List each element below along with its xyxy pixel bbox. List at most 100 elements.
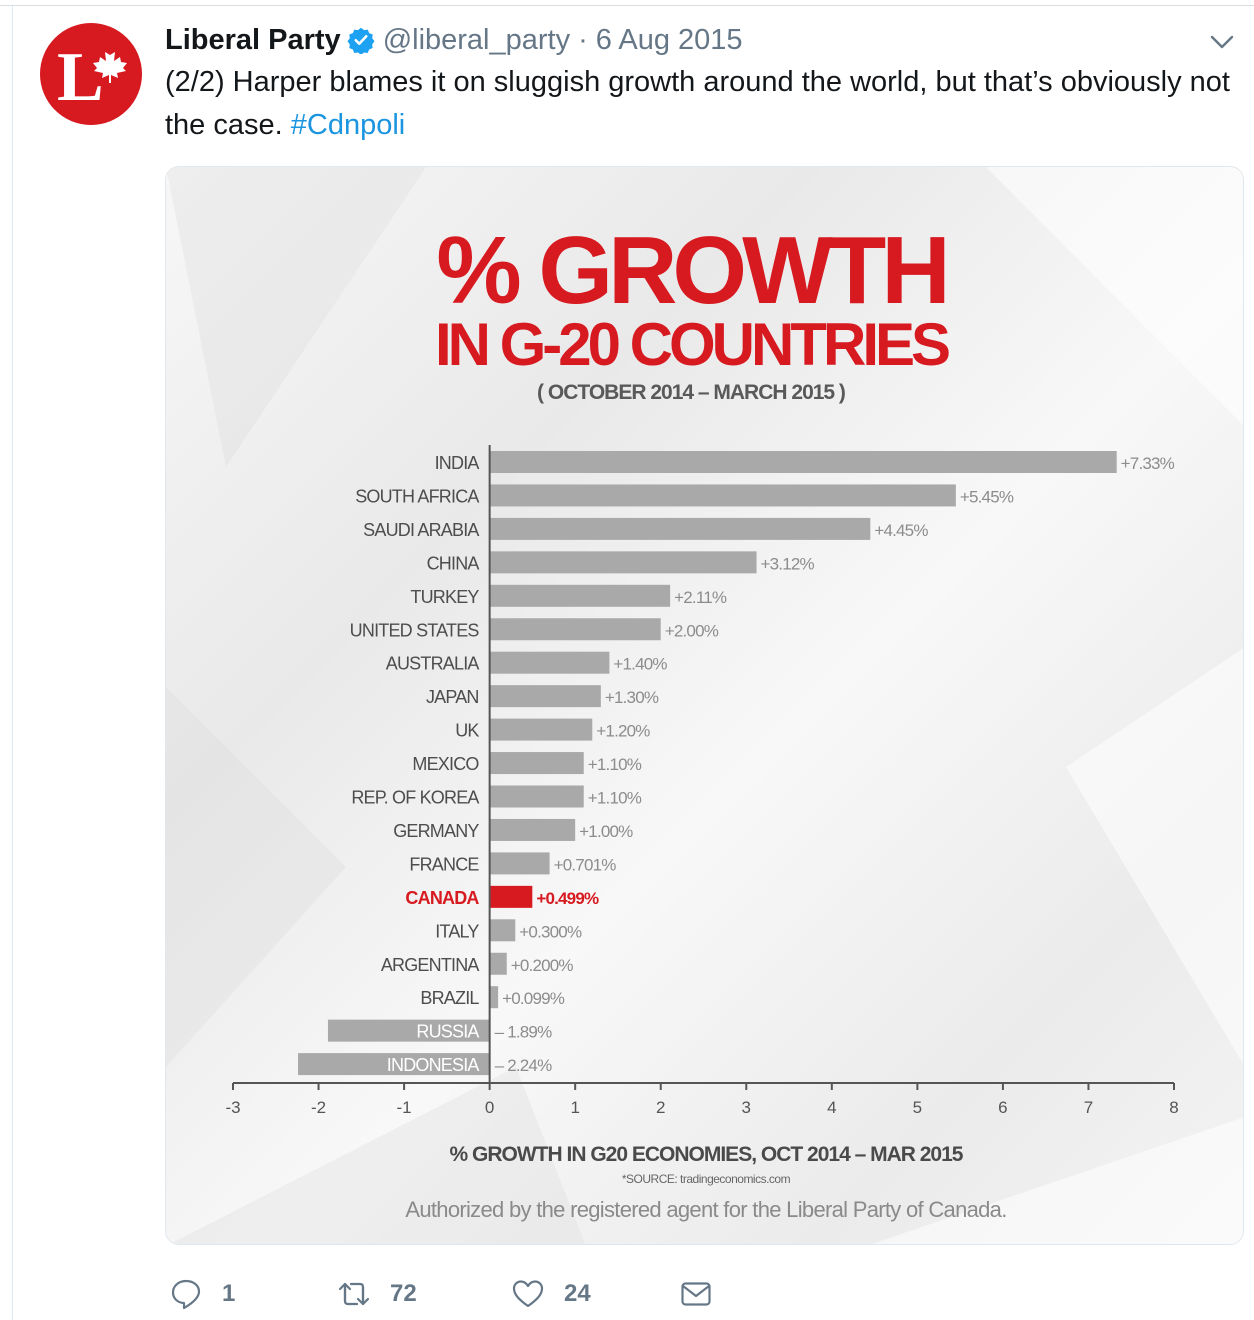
x-tick-label: -3 [225, 1098, 240, 1117]
category-label: JAPAN [426, 687, 479, 707]
bar-germany [489, 818, 576, 841]
bar-mexico [489, 752, 584, 775]
category-label: FRANCE [409, 854, 479, 874]
reply-button[interactable]: 1 [170, 1272, 235, 1316]
growth-bar-chart: % GROWTH IN G-20 COUNTRIES ( OCTOBER 201… [166, 167, 1243, 1244]
category-label: ITALY [435, 921, 479, 941]
window-top-border [0, 0, 1254, 6]
bar-india [489, 451, 1117, 473]
author-name[interactable]: Liberal Party [165, 23, 341, 56]
value-label: +2.00% [665, 621, 719, 640]
category-label: INDONESIA [387, 1055, 480, 1075]
value-label: +1.10% [588, 789, 642, 808]
x-tick-label: 3 [742, 1098, 751, 1117]
category-label: CHINA [427, 553, 480, 573]
category-label: CANADA [405, 888, 479, 908]
category-label: SAUDI ARABIA [363, 520, 479, 540]
retweet-count: 72 [390, 1280, 417, 1307]
value-label: +1.30% [605, 688, 659, 707]
value-label: +1.20% [596, 722, 650, 741]
value-label: +1.40% [613, 655, 667, 674]
bar-south-africa [489, 484, 956, 507]
x-tick-label: 6 [998, 1098, 1007, 1117]
category-label: GERMANY [393, 821, 479, 841]
bar-rep-of-korea [489, 785, 584, 808]
category-label: BRAZIL [420, 988, 479, 1008]
category-label: SOUTH AFRICA [355, 486, 479, 506]
background-facet [169, 1067, 586, 1244]
bar-china [489, 551, 757, 574]
value-label: – 2.24% [495, 1056, 552, 1075]
author-handle[interactable]: @liberal_party [382, 23, 571, 56]
background-facet [871, 1117, 1243, 1244]
value-label: +0.701% [554, 855, 617, 874]
heart-icon [512, 1280, 544, 1308]
liberal-logo-icon: L [57, 39, 127, 114]
x-tick-label: -2 [311, 1098, 326, 1117]
category-label: AUSTRALIA [386, 654, 480, 674]
value-label: +4.45% [874, 521, 928, 540]
avatar[interactable]: L [40, 23, 142, 125]
category-label: UK [455, 721, 479, 741]
bar-saudi-arabia [489, 517, 871, 540]
category-label: ARGENTINA [381, 955, 480, 975]
value-label: +2.11% [674, 588, 727, 607]
retweet-icon [338, 1282, 370, 1306]
value-label: +5.45% [960, 487, 1014, 506]
value-label: +0.200% [511, 956, 574, 975]
x-tick-label: 5 [913, 1098, 922, 1117]
background-facet [166, 687, 346, 1067]
x-tick-label: 8 [1169, 1098, 1178, 1117]
bar-turkey [489, 584, 671, 607]
x-axis-label: % GROWTH IN G20 ECONOMIES, OCT 2014 – MA… [450, 1143, 964, 1166]
chart-subtitle: IN G-20 COUNTRIES [435, 311, 949, 378]
tweet-header: Liberal Party @liberal_party · 6 Aug 201… [165, 20, 743, 60]
bars: INDIA +7.33% SOUTH AFRICA +5.45% SAUDI ARABI… [298, 445, 1175, 1083]
reply-count: 1 [222, 1280, 236, 1307]
direct-message-button[interactable] [680, 1272, 732, 1316]
category-label: UNITED STATES [350, 620, 480, 640]
background-facet [166, 167, 426, 467]
reply-icon [171, 1279, 201, 1310]
x-axis: -3 -2 -1 0 1 2 3 4 5 6 7 8 [225, 1082, 1179, 1117]
x-tick-label: 4 [827, 1098, 836, 1117]
value-label: +0.099% [502, 989, 565, 1008]
category-label: INDIA [435, 453, 480, 473]
category-label: TURKEY [410, 587, 479, 607]
hashtag-link[interactable]: #Cdnpoli [290, 109, 406, 141]
chart-period: ( OCTOBER 2014 – MARCH 2015 ) [537, 381, 845, 404]
tweet-image[interactable]: % GROWTH IN G-20 COUNTRIES ( OCTOBER 201… [165, 166, 1244, 1245]
verified-badge-icon [347, 27, 375, 54]
bar-brazil [489, 986, 499, 1009]
bar-france [489, 852, 550, 875]
value-label: – 1.89% [495, 1023, 552, 1042]
x-tick-label: 7 [1084, 1098, 1093, 1117]
x-tick-label: 1 [570, 1098, 579, 1117]
header-separator: · [578, 23, 588, 56]
value-label: +7.33% [1121, 454, 1175, 473]
bar-united-states [489, 618, 661, 641]
chart-title: % GROWTH [436, 217, 945, 324]
bar-japan [489, 685, 601, 708]
bar-indonesia [298, 1053, 490, 1076]
bar-uk [489, 718, 593, 741]
value-label: +0.300% [519, 922, 582, 941]
bar-argentina [489, 952, 507, 975]
like-button[interactable]: 24 [512, 1272, 591, 1316]
background-facet [986, 167, 1243, 425]
category-label: MEXICO [412, 754, 479, 774]
retweet-button[interactable]: 72 [338, 1272, 417, 1316]
value-label: +1.10% [588, 755, 642, 774]
chevron-down-icon[interactable] [1208, 28, 1236, 56]
x-tick-label: 2 [656, 1098, 665, 1117]
value-label: +1.00% [579, 822, 633, 841]
x-tick-label: 0 [485, 1098, 494, 1117]
value-label: +3.12% [761, 554, 815, 573]
background-facet [1066, 648, 1243, 1064]
chart-source: *SOURCE: tradingeconomics.com [622, 1172, 791, 1186]
tweet-date[interactable]: 6 Aug 2015 [595, 23, 743, 56]
bar-russia [327, 1019, 490, 1042]
tweet-actions: 1 72 24 [170, 1272, 730, 1316]
bar-canada [489, 885, 533, 908]
tweet-body: (2/2) Harper blames it on sluggish growt… [165, 66, 1230, 141]
